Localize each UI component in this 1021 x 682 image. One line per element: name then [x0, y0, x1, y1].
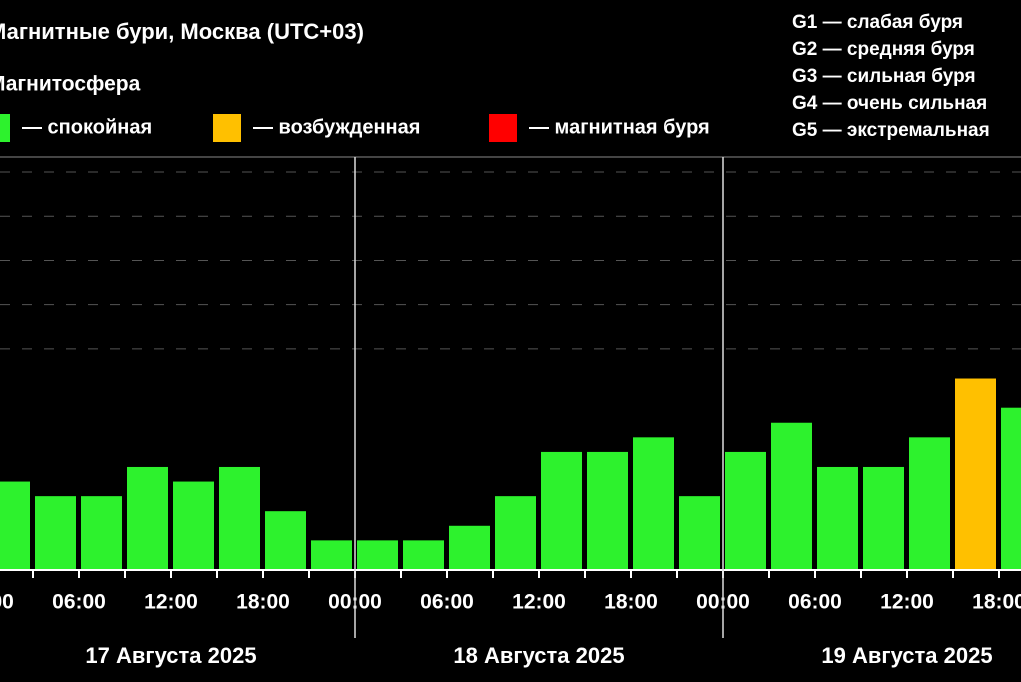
- day-label: 17 Августа 2025: [85, 643, 256, 668]
- x-tick-label: 06:00: [788, 591, 842, 614]
- bar: [311, 540, 352, 570]
- legend-swatch: [489, 114, 517, 142]
- x-tick-label: 18:00: [972, 591, 1021, 614]
- bar: [81, 496, 122, 570]
- bar: [725, 451, 766, 570]
- g-scale-item: G3 — сильная буря: [792, 66, 976, 87]
- x-tick-label: 06:00: [52, 591, 106, 614]
- bar: [541, 451, 582, 570]
- legend-label: — возбужденная: [253, 116, 420, 138]
- g-scale-item: G4 — очень сильная: [792, 93, 987, 114]
- bar: [403, 540, 444, 570]
- bar: [219, 466, 260, 570]
- bar: [357, 540, 398, 570]
- legend-swatch: [0, 114, 10, 142]
- bar: [449, 525, 490, 570]
- day-label: 19 Августа 2025: [821, 643, 992, 668]
- g-scale-item: G2 — средняя буря: [792, 39, 975, 60]
- bar: [955, 378, 996, 570]
- legend-swatch: [213, 114, 241, 142]
- bar: [587, 451, 628, 570]
- bar: [909, 437, 950, 570]
- legend-label: — магнитная буря: [529, 116, 710, 138]
- chart-title: Магнитные бури, Москва (UTC+03): [0, 19, 364, 44]
- bar: [817, 466, 858, 570]
- x-tick-label: 18:00: [236, 591, 290, 614]
- legend-title: Магнитосфера: [0, 73, 141, 96]
- bar: [173, 481, 214, 570]
- x-tick-label: 00:00: [0, 591, 14, 614]
- bar: [771, 422, 812, 570]
- bar: [863, 466, 904, 570]
- bar: [265, 511, 306, 570]
- bar: [1001, 407, 1021, 570]
- g-scale-item: G5 — экстремальная: [792, 120, 990, 141]
- bar: [35, 496, 76, 570]
- day-label: 18 Августа 2025: [453, 643, 624, 668]
- legend-label: — спокойная: [22, 116, 152, 138]
- x-tick-label: 12:00: [144, 591, 198, 614]
- x-tick-label: 06:00: [420, 591, 474, 614]
- x-tick-label: 12:00: [880, 591, 934, 614]
- bar: [633, 437, 674, 570]
- bar: [495, 496, 536, 570]
- bar: [127, 466, 168, 570]
- x-tick-label: 18:00: [604, 591, 658, 614]
- x-tick-label: 12:00: [512, 591, 566, 614]
- bar: [679, 496, 720, 570]
- g-scale-item: G1 — слабая буря: [792, 12, 963, 33]
- bar: [0, 481, 30, 570]
